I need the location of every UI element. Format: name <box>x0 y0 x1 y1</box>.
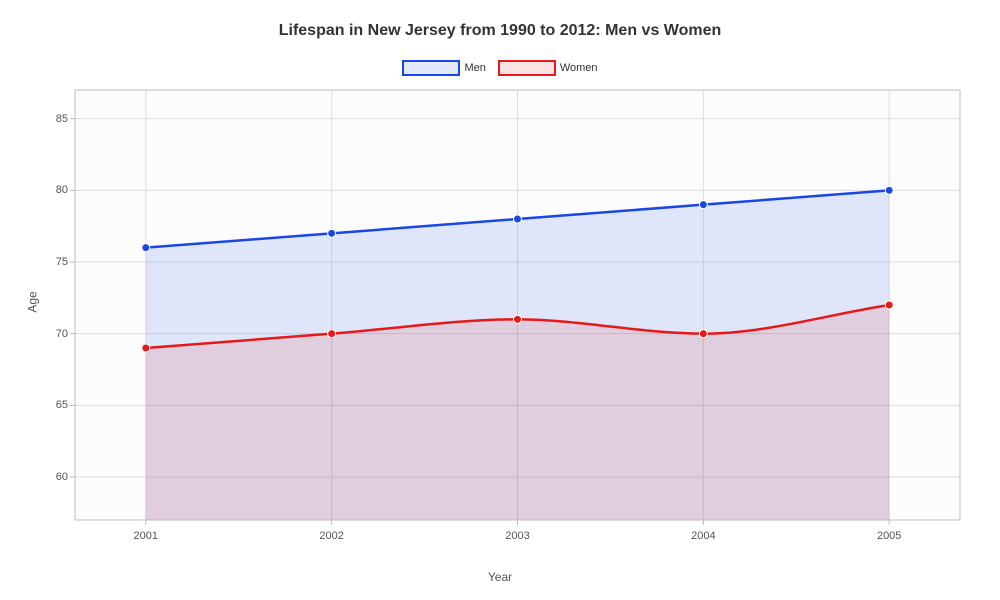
marker-women-4[interactable] <box>885 301 893 309</box>
x-tick-2001: 2001 <box>134 530 158 542</box>
legend-item-women[interactable]: Women <box>498 60 598 76</box>
legend-label-women: Women <box>560 62 598 74</box>
legend-item-men[interactable]: Men <box>402 60 485 76</box>
x-tick-2004: 2004 <box>691 530 715 542</box>
y-tick-80: 80 <box>56 184 68 196</box>
legend-label-men: Men <box>464 62 485 74</box>
x-tick-2003: 2003 <box>505 530 529 542</box>
x-axis-label: Year <box>0 570 1000 584</box>
x-tick-2002: 2002 <box>319 530 343 542</box>
marker-women-1[interactable] <box>328 330 336 338</box>
y-tick-75: 75 <box>56 256 68 268</box>
marker-men-1[interactable] <box>328 229 336 237</box>
chart-title: Lifespan in New Jersey from 1990 to 2012… <box>0 22 1000 40</box>
y-tick-65: 65 <box>56 399 68 411</box>
legend-swatch-women <box>498 60 556 76</box>
marker-men-2[interactable] <box>514 215 522 223</box>
marker-women-2[interactable] <box>514 315 522 323</box>
x-tick-2005: 2005 <box>877 530 901 542</box>
marker-men-3[interactable] <box>699 201 707 209</box>
y-tick-60: 60 <box>56 471 68 483</box>
marker-women-0[interactable] <box>142 344 150 352</box>
chart-container: Lifespan in New Jersey from 1990 to 2012… <box>0 0 1000 600</box>
y-tick-85: 85 <box>56 113 68 125</box>
plot-area <box>75 90 960 520</box>
marker-women-3[interactable] <box>699 330 707 338</box>
plot-svg <box>75 90 960 520</box>
marker-men-4[interactable] <box>885 186 893 194</box>
legend-swatch-men <box>402 60 460 76</box>
legend: Men Women <box>0 60 1000 76</box>
y-axis-label: Age <box>26 291 40 312</box>
y-tick-70: 70 <box>56 328 68 340</box>
marker-men-0[interactable] <box>142 244 150 252</box>
